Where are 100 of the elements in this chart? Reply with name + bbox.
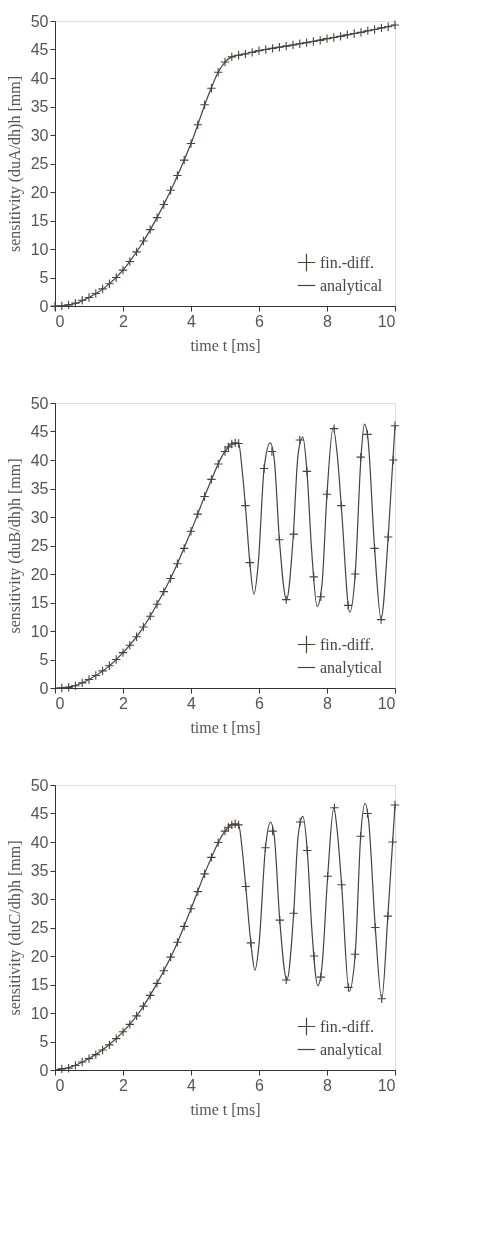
point: [383, 532, 393, 542]
x-tick-label: 8: [323, 312, 333, 330]
point: [254, 45, 264, 56]
point: [316, 972, 326, 982]
y-tick-label: 25: [30, 537, 49, 554]
point: [220, 57, 230, 67]
point: [329, 423, 339, 434]
point: [84, 1053, 94, 1064]
point: [362, 429, 373, 440]
point: [309, 951, 319, 961]
y-tick-label: 45: [30, 423, 49, 440]
y-tick-label: 40: [30, 833, 49, 851]
point: [77, 1057, 87, 1067]
point: [376, 614, 386, 625]
x-axis-title: time t [ms]: [190, 718, 261, 736]
point: [70, 1060, 81, 1071]
point: [206, 852, 217, 863]
point: [322, 489, 332, 499]
point: [172, 937, 183, 948]
x-tick-label: 10: [377, 1076, 396, 1094]
point: [301, 37, 312, 48]
point: [233, 820, 244, 830]
point: [316, 592, 326, 602]
point: [172, 170, 183, 181]
point: [259, 463, 269, 474]
point: [342, 29, 353, 40]
point: [186, 138, 196, 149]
point: [288, 529, 299, 539]
point: [138, 622, 149, 632]
y-tick-label: 50: [30, 12, 49, 30]
y-tick-label: 5: [39, 269, 49, 286]
point: [281, 41, 291, 51]
x-tick-label: 10: [377, 312, 396, 330]
point: [383, 911, 393, 921]
point: [267, 446, 277, 457]
y-tick-label: 10: [30, 1004, 49, 1022]
x-axis-title: time t [ms]: [190, 1100, 261, 1118]
point: [369, 24, 380, 35]
point: [390, 421, 400, 431]
point: [97, 284, 108, 294]
point: [220, 446, 230, 457]
legend-label: fin.-diff.: [320, 635, 374, 653]
point: [118, 1027, 128, 1037]
y-tick-label: 35: [30, 98, 49, 115]
y-tick-label: 5: [39, 651, 49, 668]
y-tick-label: 10: [30, 240, 49, 258]
point: [206, 474, 217, 485]
point: [97, 1045, 108, 1055]
point: [343, 982, 354, 993]
point: [387, 837, 398, 847]
legend-label: analytical: [320, 658, 383, 677]
point: [362, 808, 373, 819]
y-tick-label: 30: [30, 890, 49, 908]
point: [152, 212, 162, 223]
point: [390, 20, 400, 30]
y-tick-label: 40: [30, 69, 49, 87]
point: [104, 1040, 115, 1050]
y-tick-label: 20: [30, 565, 49, 583]
x-tick-label: 6: [255, 694, 265, 712]
y-tick-label: 50: [30, 394, 49, 412]
point: [322, 33, 332, 44]
point: [295, 435, 305, 445]
x-tick-label: 4: [187, 312, 197, 330]
x-tick-label: 0: [55, 312, 65, 330]
point: [118, 647, 128, 658]
y-tick-label: 20: [30, 947, 49, 965]
y-tick-label: 30: [30, 508, 49, 526]
point: [246, 938, 256, 948]
point: [227, 52, 237, 62]
x-tick-label: 0: [55, 1076, 65, 1094]
legend-label: analytical: [320, 276, 383, 295]
y-tick-label: 25: [30, 919, 49, 936]
point: [302, 466, 312, 477]
point: [267, 43, 278, 54]
y-tick-label: 15: [30, 212, 49, 229]
point: [138, 236, 149, 246]
y-tick-label: 30: [30, 126, 49, 144]
point: [288, 40, 298, 50]
point: [97, 666, 108, 676]
y-tick-label: 35: [30, 862, 49, 879]
point: [275, 915, 285, 925]
point: [213, 459, 223, 469]
point: [131, 247, 142, 257]
x-tick-label: 8: [323, 694, 333, 712]
y-tick-label: 45: [30, 41, 49, 58]
legend-label: fin.-diff.: [320, 253, 374, 271]
point: [335, 31, 346, 42]
y-tick-label: 0: [39, 679, 49, 697]
y-tick-label: 10: [30, 622, 49, 640]
point: [295, 817, 305, 827]
point: [186, 526, 196, 536]
x-tick-label: 6: [255, 1076, 265, 1094]
point: [165, 952, 176, 962]
point: [343, 600, 353, 611]
point: [240, 49, 251, 59]
point: [84, 292, 94, 303]
x-tick-label: 2: [119, 312, 129, 330]
point: [70, 298, 81, 308]
y-tick-label: 5: [39, 1033, 49, 1050]
x-tick-label: 2: [119, 694, 129, 712]
